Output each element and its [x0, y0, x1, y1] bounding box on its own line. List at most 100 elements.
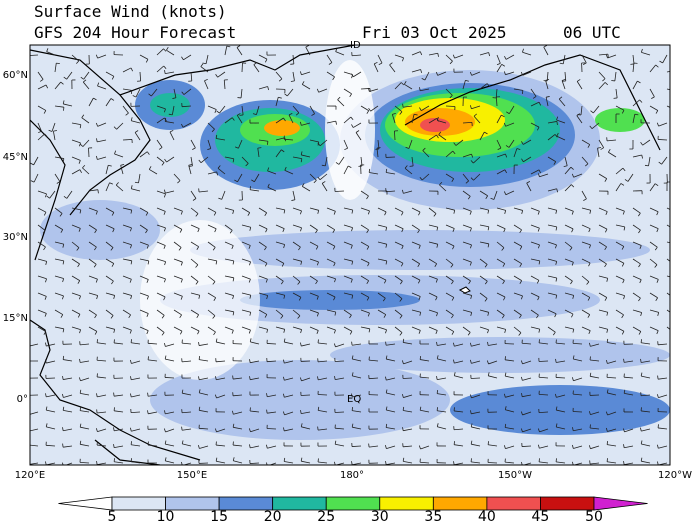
wind-barb-feather [146, 151, 150, 155]
wind-barb-feather [623, 444, 625, 448]
wind-barb [411, 326, 421, 331]
wind-barb [139, 275, 149, 280]
wind-barb-feather [232, 158, 235, 163]
wind-barb [343, 139, 349, 149]
wind-barb-feather [355, 130, 360, 133]
wind-barb [216, 341, 226, 345]
wind-barb-feather [315, 229, 318, 234]
wind-barb [377, 309, 386, 315]
wind-barb-feather [604, 297, 608, 301]
wind-barb [590, 445, 600, 450]
wind-barb [394, 130, 396, 141]
wind-barb-feather [249, 261, 251, 266]
wind-barb [326, 241, 336, 247]
wind-barb [156, 65, 164, 73]
wind-barb [462, 122, 473, 124]
wind-barb-feather [538, 329, 541, 333]
wind-barb-feather [588, 228, 591, 233]
wind-barb [428, 52, 438, 56]
wind-barb-feather [587, 144, 591, 148]
colorbar-tick-label: 20 [264, 509, 282, 525]
wind-barb [241, 258, 251, 263]
wind-barb-feather [588, 445, 591, 449]
wind-barb [275, 258, 285, 264]
wind-barb-feather [453, 142, 457, 146]
wind-barb [165, 71, 175, 75]
wind-barb-feather [328, 62, 333, 65]
wind-barb [207, 171, 217, 175]
wind-barb [224, 224, 233, 231]
wind-barb [360, 224, 369, 231]
wind-barb [105, 71, 115, 77]
wind-barb [207, 139, 212, 149]
lon-label: 120°W [658, 470, 692, 481]
wind-barb [122, 326, 132, 331]
wind-barb [394, 207, 404, 213]
wind-barb-feather [419, 177, 423, 181]
wind-barb-feather [436, 116, 439, 121]
wind-barb [267, 170, 277, 175]
wind-barb [496, 139, 502, 149]
wind-barb [428, 292, 438, 298]
wind-barb [46, 343, 56, 347]
wind-barb [46, 360, 56, 364]
wind-barb [641, 360, 651, 363]
wind-barb [275, 224, 285, 229]
wind-barb-feather [288, 112, 293, 116]
wind-barb [80, 392, 90, 396]
hawaii [458, 286, 471, 294]
wind-barb-feather [521, 210, 524, 215]
wind-barb [130, 411, 141, 413]
wind-barb-feather [519, 229, 522, 234]
wind-barb-feather [537, 126, 540, 131]
wind-barb-feather [419, 312, 422, 316]
wind-barb-feather [606, 338, 609, 343]
wind-barb [530, 292, 540, 298]
wind-barb-feather [602, 78, 606, 82]
wind-barb [598, 224, 608, 230]
wind-barb [54, 275, 64, 279]
wind-barb-feather [62, 427, 64, 431]
wind-barb-feather [164, 457, 167, 461]
wind-barb-feather [335, 121, 337, 125]
wind-barb [352, 394, 362, 398]
wind-barb [207, 207, 217, 213]
wind-barb [615, 88, 618, 98]
wind-barb [632, 114, 636, 124]
wind-barb-feather [623, 295, 625, 300]
wind-barb [309, 139, 319, 143]
wind-barb [526, 182, 532, 192]
wind-barb [224, 275, 234, 279]
wind-barb-feather [537, 211, 540, 215]
wind-barb [471, 71, 481, 76]
wind-barb [404, 167, 413, 175]
wind-barb-feather [605, 411, 608, 416]
wind-barb-feather [164, 189, 166, 194]
wind-barb-feather [145, 229, 148, 234]
wind-barb [615, 207, 625, 212]
wind-barb-feather [537, 428, 540, 432]
wind-barb-feather [129, 227, 132, 232]
wind-barb-feather [130, 67, 134, 72]
wind-barb-feather [198, 376, 200, 380]
wind-barb-feather [401, 393, 404, 398]
wind-barb [71, 169, 81, 175]
wind-barb-feather [467, 332, 471, 336]
wind-barb [445, 326, 454, 332]
wind-barb-feather [344, 147, 348, 151]
wind-barb [205, 54, 209, 64]
wind-barb-feather [382, 297, 386, 302]
wind-barb-feather [94, 314, 97, 319]
wind-barb-feather [231, 410, 234, 415]
wind-barb-feather [538, 244, 540, 249]
wind-barb [581, 156, 589, 164]
wind-barb-feather [28, 411, 29, 414]
wind-barb-feather [267, 167, 270, 172]
wind-barb-feather [283, 295, 286, 299]
wind-barb [632, 241, 642, 246]
wind-barb-feather [236, 45, 241, 48]
wind-barb-feather [129, 329, 132, 334]
wind-barb [30, 411, 39, 415]
wind-barb [190, 190, 197, 199]
wind-barb-feather [82, 164, 86, 169]
